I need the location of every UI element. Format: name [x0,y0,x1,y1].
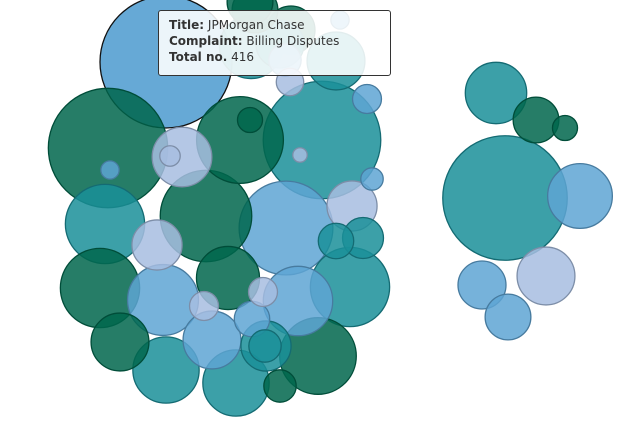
bubble-2-3[interactable] [516,246,576,306]
bubble-1-18[interactable] [90,312,150,372]
bubble-1-17[interactable] [151,126,213,188]
bubble-1-6[interactable] [195,95,285,185]
bubble-2-6[interactable] [457,260,507,310]
tooltip-complaint-label: Complaint: [169,34,243,48]
bubble-1-40[interactable] [159,145,181,167]
tooltip-total-row: Total no. 416 [169,49,380,65]
bubble-2-5[interactable] [512,96,560,144]
bubble-1-42[interactable] [100,160,120,180]
bubble-1-38[interactable] [236,106,264,134]
bubble-1-13[interactable] [132,336,200,404]
tooltip-complaint-row: Complaint: Billing Disputes [169,33,380,49]
tooltip: Title: JPMorgan Chase Complaint: Billing… [158,10,391,76]
bubble-1-34[interactable] [188,290,220,322]
bubble-1-32[interactable] [248,329,282,363]
bubble-1-36[interactable] [351,83,383,115]
bubble-2-2[interactable] [546,162,614,230]
tooltip-title-label: Title: [169,18,205,32]
bubble-1-31[interactable] [263,369,297,403]
tooltip-title-value: JPMorgan Chase [207,18,305,32]
tooltip-total-label: Total no. [169,50,228,64]
bubble-1-35[interactable] [247,276,279,308]
bubble-2-8[interactable] [551,114,579,142]
bubble-1-20[interactable] [182,310,242,370]
bubble-1-43[interactable] [292,147,308,163]
bubble-2-4[interactable] [464,61,528,125]
bubble-1-21[interactable] [131,219,183,271]
tooltip-title-row: Title: JPMorgan Chase [169,17,380,33]
tooltip-total-value: 416 [231,50,255,64]
bubble-2-7[interactable] [484,293,532,341]
tooltip-complaint-value: Billing Disputes [246,34,340,48]
bubble-1-30[interactable] [317,222,355,260]
bubble-1-39[interactable] [360,167,384,191]
